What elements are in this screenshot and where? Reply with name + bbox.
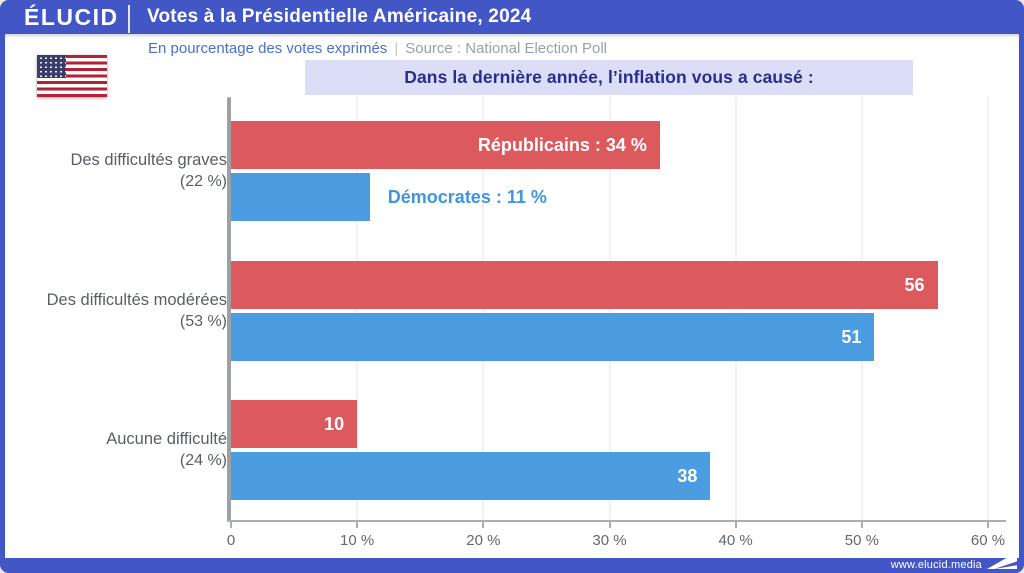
- bar-chart-plot: 0 10 % 20 % 30 % 40 % 50 % 60 % Des difficultés…: [5, 34, 1019, 558]
- category-name: Aucune difficulté: [106, 430, 227, 448]
- x-tick-label: 50 %: [844, 532, 879, 549]
- axis-tick: [734, 522, 737, 528]
- bar-value-label: 51: [841, 326, 862, 347]
- x-tick-label: 60 %: [970, 532, 1006, 549]
- subtitle: En pourcentage des votes exprimés | Source…: [148, 40, 607, 57]
- x-tick-label: 30 %: [592, 532, 627, 549]
- chart-canvas: En pourcentage des votes exprimés | Source…: [5, 34, 1019, 558]
- header-separator: [128, 4, 130, 33]
- category-label: Des difficultés modérées (53 %): [5, 289, 227, 333]
- subtitle-source: Source : National Election Poll: [405, 40, 607, 57]
- us-flag-canton: [37, 55, 66, 78]
- gridline: [987, 97, 989, 520]
- x-tick-label: 20 %: [466, 532, 501, 549]
- bar-value-label: Républicains : 34 %: [477, 134, 647, 155]
- category-name: Des difficultés modérées: [46, 291, 227, 309]
- bar-value-label: 38: [677, 465, 698, 486]
- bar-value-label: Démocrates : 11 %: [387, 186, 547, 207]
- x-axis-line: [227, 520, 1006, 522]
- bar-republicains: 10: [231, 400, 358, 448]
- category-label: Des difficultés graves (22 %): [5, 149, 227, 193]
- elucid-logo: ÉLUCID: [24, 3, 119, 30]
- footer-bar: www.elucid.media: [0, 552, 1024, 573]
- category-name: Des difficultés graves: [70, 151, 227, 169]
- chart-question-title: Dans la dernière année, l’inflation vous…: [305, 60, 913, 95]
- bar-republicains: 56: [231, 261, 938, 309]
- bar-republicains: Républicains : 34 %: [231, 121, 660, 169]
- subtitle-metric: En pourcentage des votes exprimés: [148, 40, 388, 57]
- category-share: (53 %): [179, 313, 227, 330]
- category-share: (22 %): [179, 173, 227, 190]
- category-share: (24 %): [179, 452, 227, 469]
- bar-democrates: 51: [231, 313, 875, 361]
- bar-democrates: 38: [231, 452, 711, 500]
- bar-value-label: 10: [324, 413, 345, 434]
- page-title: Votes à la Présidentielle Américaine, 20…: [147, 6, 532, 27]
- axis-tick: [230, 522, 232, 528]
- subtitle-separator: |: [394, 40, 399, 57]
- x-tick-label: 40 %: [718, 532, 753, 549]
- y-axis-line: [227, 97, 231, 522]
- header-bar: ÉLUCID Votes à la Présidentielle América…: [0, 0, 1024, 34]
- axis-tick: [482, 522, 485, 528]
- axis-tick: [608, 522, 611, 528]
- axis-tick: [987, 522, 989, 528]
- axis-tick: [860, 522, 863, 528]
- category-label: Aucune difficulté (24 %): [5, 428, 227, 472]
- bar-value-label: 56: [904, 274, 925, 295]
- footer-url[interactable]: www.elucid.media: [890, 559, 982, 571]
- axis-tick: [356, 522, 359, 528]
- x-tick-label: 10 %: [340, 532, 375, 549]
- us-flag-icon: [37, 55, 107, 97]
- x-tick-label: 0: [226, 532, 236, 549]
- bar-democrates: Démocrates : 11 %: [231, 173, 547, 221]
